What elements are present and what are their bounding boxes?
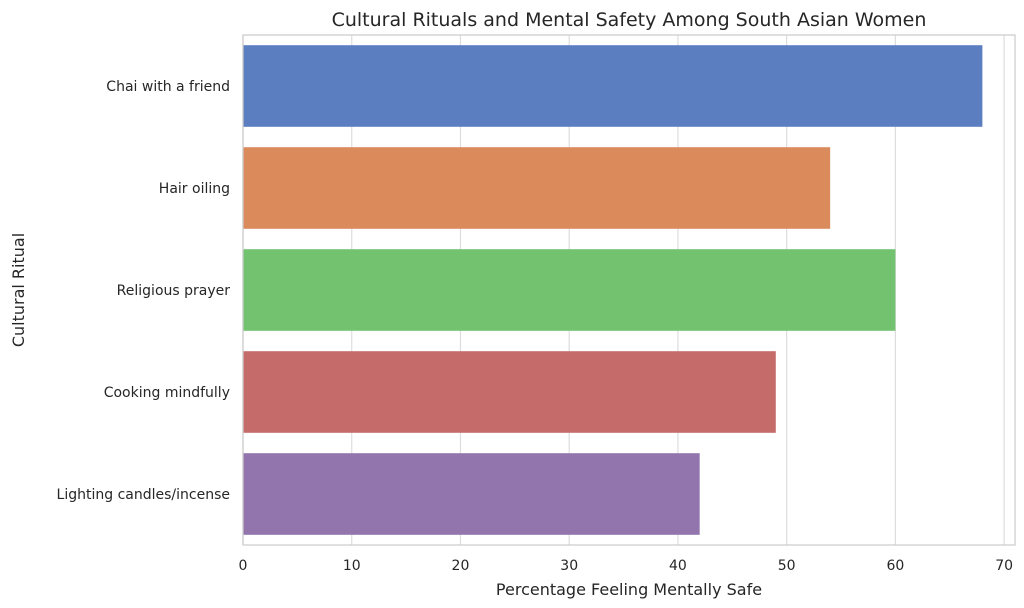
x-tick-label: 50 xyxy=(778,558,796,574)
y-tick-label: Chai with a friend xyxy=(106,79,230,95)
x-tick-label: 30 xyxy=(560,558,578,574)
bar xyxy=(243,453,700,535)
y-axis-label: Cultural Ritual xyxy=(9,233,28,347)
x-tick-label: 20 xyxy=(452,558,470,574)
y-tick-labels: Chai with a friend Hair oiling Religious p… xyxy=(57,79,231,503)
y-tick-label: Cooking mindfully xyxy=(104,385,230,401)
x-tick-label: 40 xyxy=(669,558,687,574)
y-tick-label: Hair oiling xyxy=(159,181,230,197)
y-tick-label: Lighting candles/incense xyxy=(57,487,230,503)
y-tick-label: Religious prayer xyxy=(117,283,231,299)
bar xyxy=(243,351,776,433)
x-tick-label: 10 xyxy=(343,558,361,574)
plot-frame xyxy=(242,34,1016,546)
bar xyxy=(243,45,983,127)
x-tick-label: 70 xyxy=(995,558,1013,574)
x-tick-labels: 0 10 20 30 40 50 60 70 xyxy=(239,558,1014,574)
x-tick-label: 0 xyxy=(239,558,248,574)
bar xyxy=(243,249,896,331)
x-axis-label: Percentage Feeling Mentally Safe xyxy=(496,580,762,599)
chart-title: Cultural Rituals and Mental Safety Among… xyxy=(332,9,927,31)
bars xyxy=(243,45,983,535)
x-tick-label: 60 xyxy=(886,558,904,574)
bar xyxy=(243,147,831,229)
